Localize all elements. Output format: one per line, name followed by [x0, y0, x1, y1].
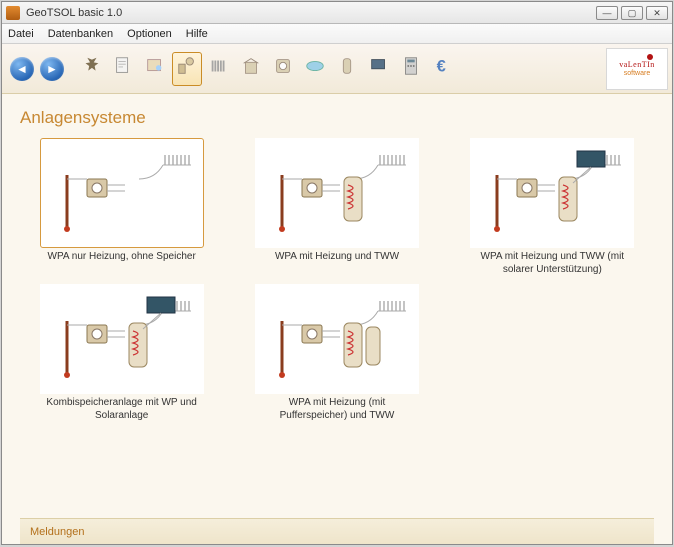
euro-icon: € — [432, 55, 454, 82]
system-thumbnail — [40, 284, 204, 394]
nav-forward-button[interactable]: ► — [40, 57, 64, 81]
wizard-icon — [80, 55, 102, 82]
system-thumbnail — [255, 138, 419, 248]
vendor-logo: vaLenTIn software — [606, 48, 668, 90]
toolbar-button[interactable] — [76, 52, 106, 86]
toolbar: ◄ ► € vaLenTIn software — [2, 44, 672, 94]
window-controls: — ▢ ✕ — [596, 6, 668, 20]
folder-icon — [144, 55, 166, 82]
system-thumbnail — [255, 284, 419, 394]
system-card[interactable]: Kombispeicheranlage mit WP und Solaranla… — [20, 284, 223, 422]
minimize-button[interactable]: — — [596, 6, 618, 20]
logo-line2: software — [624, 70, 650, 78]
building-icon — [240, 55, 262, 82]
messages-label: Meldungen — [30, 526, 84, 538]
toolbar-button[interactable] — [172, 52, 202, 86]
toolbar-button[interactable]: € — [428, 52, 458, 86]
document-icon — [112, 55, 134, 82]
logo-dot-icon — [647, 54, 653, 60]
svg-text:€: € — [437, 58, 446, 76]
system-label: WPA mit Heizung und TWW (mit solarer Unt… — [472, 251, 632, 276]
arrow-right-icon: ► — [46, 62, 58, 76]
logo-line1: vaLenTIn — [619, 61, 655, 70]
menu-datei[interactable]: Datei — [8, 28, 34, 40]
menu-hilfe[interactable]: Hilfe — [186, 28, 208, 40]
toolbar-button[interactable] — [108, 52, 138, 86]
heatpump-icon — [272, 55, 294, 82]
system-thumbnail — [470, 138, 634, 248]
content-area: Anlagensysteme WPA nur Heizung, ohne Spe… — [2, 94, 672, 544]
menu-datenbanken[interactable]: Datenbanken — [48, 28, 113, 40]
system-thumbnail — [40, 138, 204, 248]
system-card[interactable]: WPA nur Heizung, ohne Speicher — [20, 138, 223, 276]
systems-icon — [176, 55, 198, 82]
menubar: Datei Datenbanken Optionen Hilfe — [2, 24, 672, 44]
radiator-icon — [208, 55, 230, 82]
toolbar-button[interactable] — [140, 52, 170, 86]
collector-icon — [368, 55, 390, 82]
nav-back-button[interactable]: ◄ — [10, 57, 34, 81]
toolbar-button[interactable] — [396, 52, 426, 86]
toolbar-button[interactable] — [300, 52, 330, 86]
system-label: Kombispeicheranlage mit WP und Solaranla… — [42, 397, 202, 422]
systems-grid: WPA nur Heizung, ohne Speicher WPA mit H… — [20, 138, 654, 422]
toolbar-button[interactable] — [332, 52, 362, 86]
menu-optionen[interactable]: Optionen — [127, 28, 172, 40]
messages-bar[interactable]: Meldungen — [20, 518, 654, 544]
arrow-left-icon: ◄ — [16, 62, 28, 76]
system-card[interactable]: WPA mit Heizung und TWW — [235, 138, 438, 276]
section-title: Anlagensysteme — [20, 108, 654, 128]
maximize-button[interactable]: ▢ — [621, 6, 643, 20]
toolbar-button[interactable] — [364, 52, 394, 86]
titlebar: GeoTSOL basic 1.0 — ▢ ✕ — [2, 2, 672, 24]
toolbar-group: € — [76, 52, 458, 86]
toolbar-button[interactable] — [236, 52, 266, 86]
app-icon — [6, 6, 20, 20]
system-label: WPA mit Heizung und TWW — [275, 251, 399, 264]
toolbar-button[interactable] — [204, 52, 234, 86]
tank-icon — [336, 55, 358, 82]
calculator-icon — [400, 55, 422, 82]
pool-icon — [304, 55, 326, 82]
app-window: GeoTSOL basic 1.0 — ▢ ✕ Datei Datenbanke… — [1, 1, 673, 545]
system-label: WPA mit Heizung (mit Pufferspeicher) und… — [257, 397, 417, 422]
close-button[interactable]: ✕ — [646, 6, 668, 20]
system-card[interactable]: WPA mit Heizung und TWW (mit solarer Unt… — [451, 138, 654, 276]
system-card[interactable]: WPA mit Heizung (mit Pufferspeicher) und… — [235, 284, 438, 422]
system-label: WPA nur Heizung, ohne Speicher — [48, 251, 196, 264]
window-title: GeoTSOL basic 1.0 — [26, 7, 596, 19]
toolbar-button[interactable] — [268, 52, 298, 86]
